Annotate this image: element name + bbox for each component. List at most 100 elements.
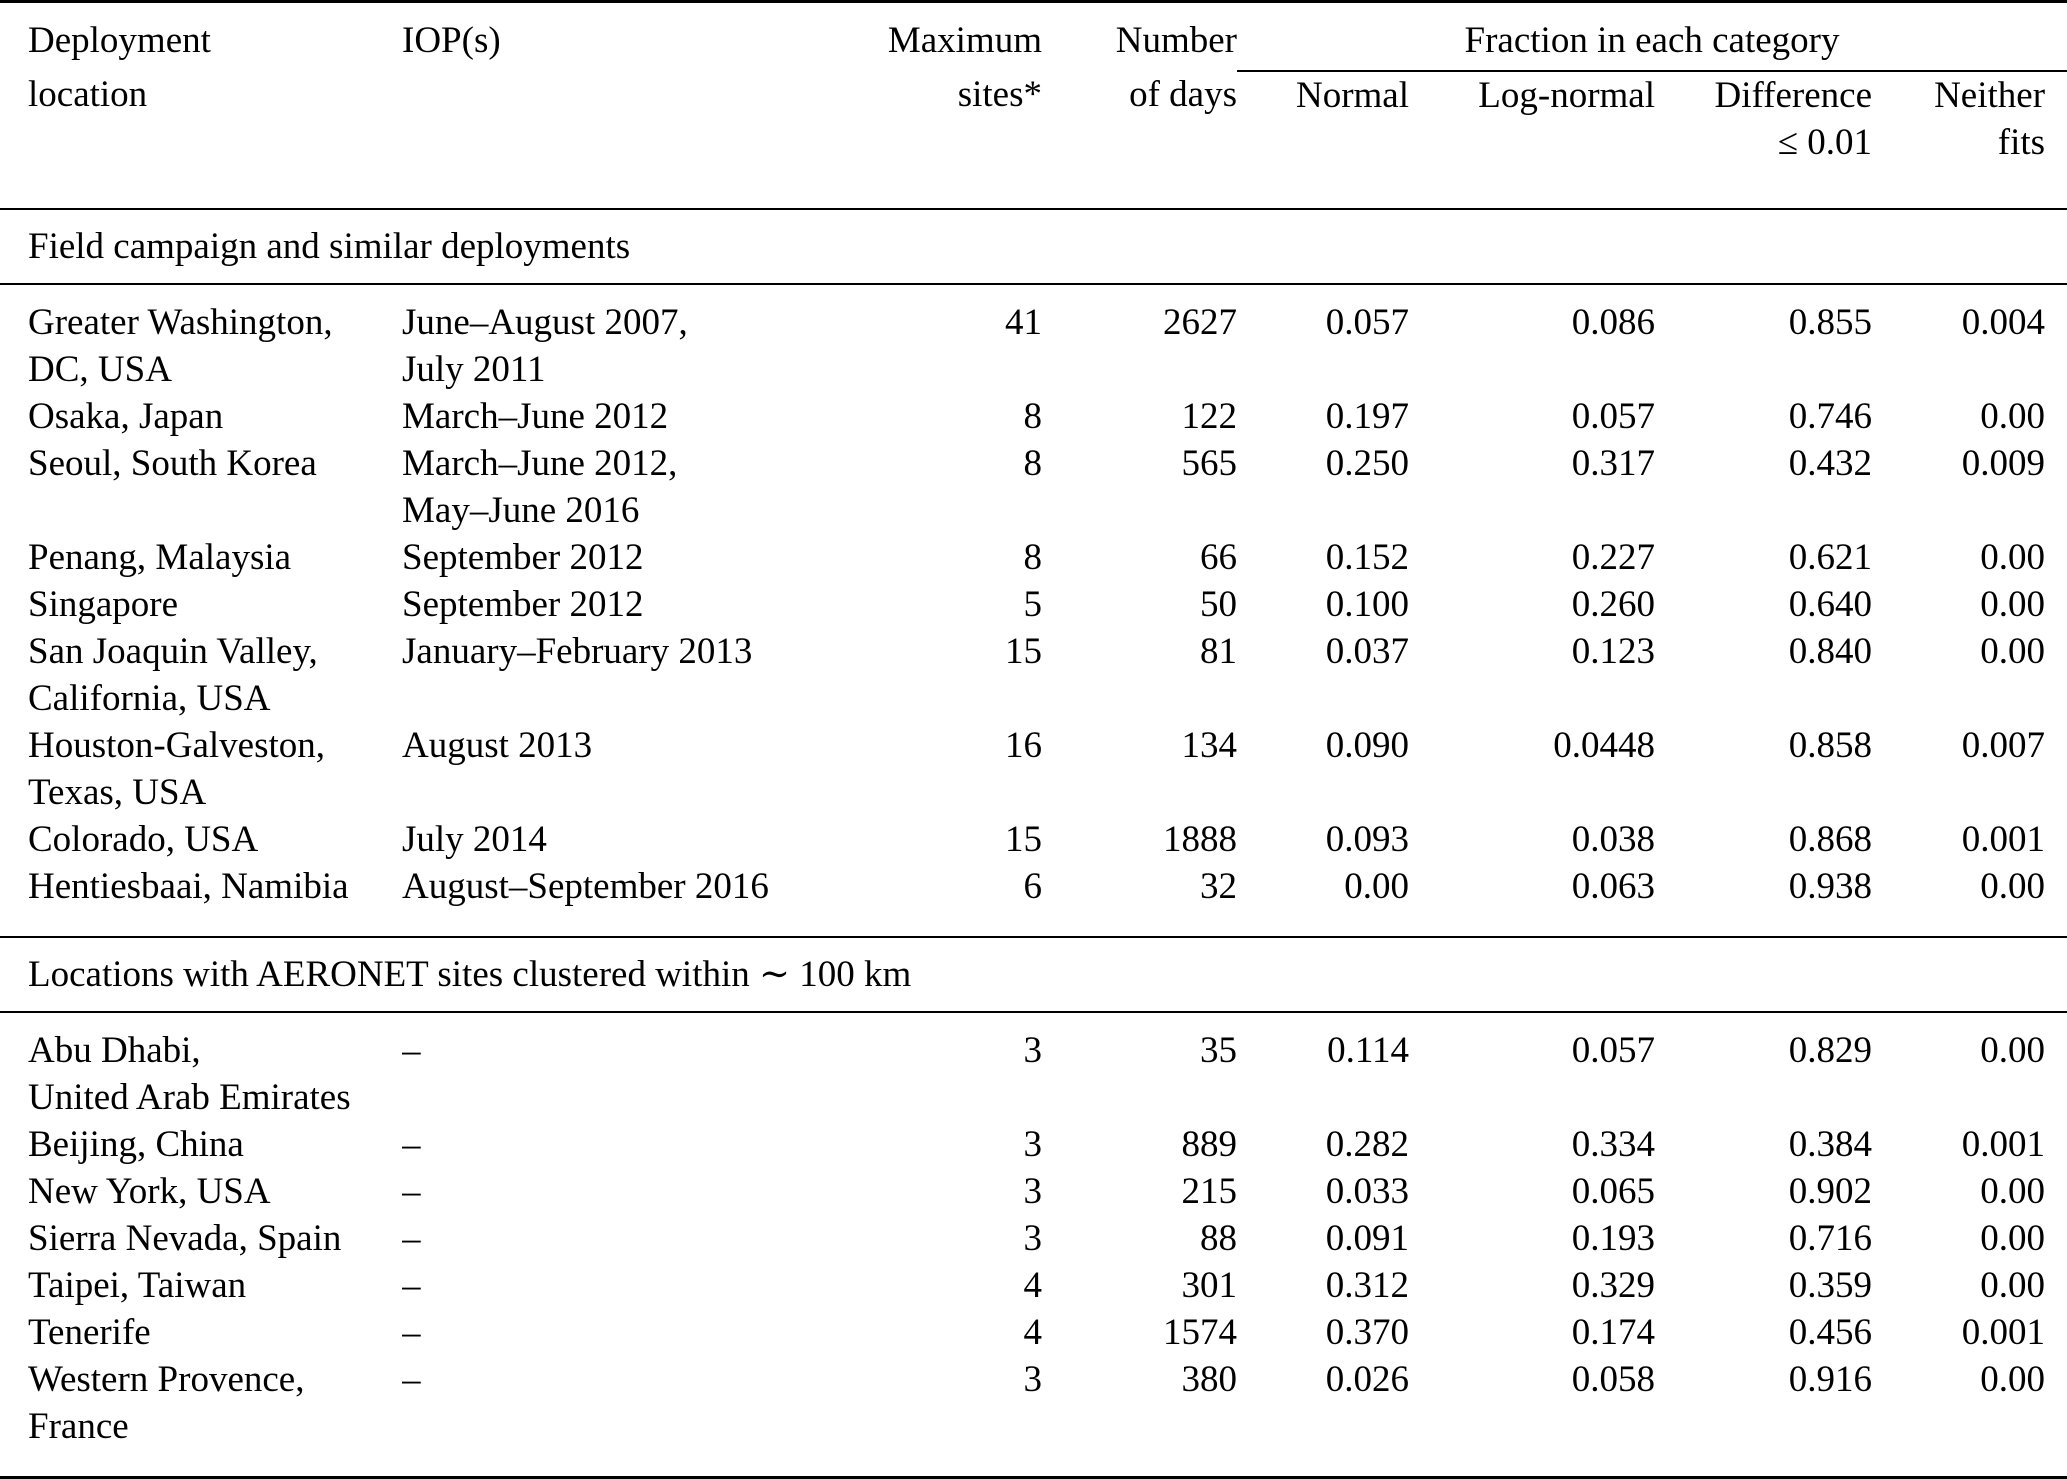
table-row: Beijing, China – 3 889 0.282 0.334 0.384… [0, 1121, 2067, 1168]
cell-fraction-log-normal: 0.329 [1571, 1265, 1655, 1306]
cell-max-sites: 4 [1023, 1265, 1043, 1306]
cell-deployment-location: San Joaquin Valley, California, USA [28, 631, 318, 719]
cell-num-days: 88 [1200, 1218, 1237, 1259]
cell-max-sites: 41 [1005, 302, 1042, 343]
cell-max-sites: 16 [1005, 725, 1042, 766]
cell-num-days: 1888 [1163, 819, 1237, 860]
cell-iop: – [402, 1030, 421, 1071]
cell-fraction-normal: 0.282 [1325, 1124, 1409, 1165]
cell-max-sites: 4 [1023, 1312, 1043, 1353]
cell-deployment-location: Tenerife [28, 1312, 151, 1353]
table-body: Field campaign and similar deployments G… [0, 208, 2067, 1478]
cell-fraction-difference: 0.384 [1788, 1124, 1872, 1165]
header-row-1: Deployment IOP(s) Maximum Number Fractio… [0, 1, 2067, 72]
table-row: Seoul, South Korea March–June 2012, May–… [0, 440, 2067, 534]
cell-iop: – [402, 1312, 421, 1353]
header-log-normal: Log-normal [1478, 75, 1655, 116]
cell-fraction-difference: 0.621 [1788, 537, 1872, 578]
cell-fraction-log-normal: 0.057 [1571, 1030, 1655, 1071]
cell-max-sites: 3 [1023, 1124, 1043, 1165]
table-row: Colorado, USA July 2014 15 1888 0.093 0.… [0, 816, 2067, 863]
table-row: Sierra Nevada, Spain – 3 88 0.091 0.193 … [0, 1215, 2067, 1262]
cell-fraction-difference: 0.359 [1788, 1265, 1872, 1306]
cell-fraction-normal: 0.093 [1325, 819, 1409, 860]
cell-fraction-normal: 0.026 [1325, 1359, 1409, 1400]
table-row: Abu Dhabi, United Arab Emirates – 3 35 0… [0, 1012, 2067, 1121]
cell-fraction-log-normal: 0.058 [1571, 1359, 1655, 1400]
cell-fraction-neither: 0.001 [1961, 819, 2046, 860]
cell-fraction-log-normal: 0.260 [1571, 584, 1655, 625]
cell-iop: – [402, 1171, 421, 1212]
cell-max-sites: 5 [1023, 584, 1043, 625]
cell-fraction-neither: 0.00 [1980, 1359, 2046, 1400]
section-title: Field campaign and similar deployments [0, 208, 2067, 285]
header-num-days: Number [1115, 20, 1237, 61]
cell-deployment-location: Sierra Nevada, Spain [28, 1218, 342, 1259]
cell-fraction-log-normal: 0.123 [1571, 631, 1655, 672]
header-difference: Difference [1714, 75, 1873, 116]
header-spacer [0, 119, 1655, 210]
cell-fraction-neither: 0.004 [1961, 302, 2046, 343]
cell-fraction-neither: 0.001 [1961, 1124, 2046, 1165]
cell-fraction-difference: 0.902 [1788, 1171, 1872, 1212]
cell-fraction-neither: 0.00 [1980, 1171, 2046, 1212]
table-row: Tenerife – 4 1574 0.370 0.174 0.456 0.00… [0, 1309, 2067, 1356]
cell-deployment-location: Greater Washington, DC, USA [28, 302, 333, 390]
cell-deployment-location: Seoul, South Korea [28, 443, 317, 484]
cell-max-sites: 8 [1023, 396, 1043, 437]
cell-fraction-log-normal: 0.065 [1571, 1171, 1655, 1212]
cell-num-days: 35 [1200, 1030, 1237, 1071]
cell-iop: – [402, 1124, 421, 1165]
cell-deployment-location: Abu Dhabi, United Arab Emirates [28, 1030, 351, 1118]
cell-iop: June–August 2007, July 2011 [402, 302, 688, 390]
cell-fraction-neither: 0.00 [1980, 1265, 2046, 1306]
cell-iop: August 2013 [402, 725, 593, 766]
cell-fraction-log-normal: 0.063 [1571, 866, 1655, 907]
cell-deployment-location: Beijing, China [28, 1124, 244, 1165]
header-row-2: location sites* of days Normal Log-norma… [0, 71, 2067, 119]
table-row: Osaka, Japan March–June 2012 8 122 0.197… [0, 393, 2067, 440]
cell-iop: – [402, 1359, 421, 1400]
header-row-3: ≤ 0.01 fits [0, 119, 2067, 210]
cell-fraction-neither: 0.00 [1980, 866, 2046, 907]
cell-fraction-neither: 0.00 [1980, 631, 2046, 672]
cell-deployment-location: Colorado, USA [28, 819, 259, 860]
header-max-sites: Maximum [887, 20, 1042, 61]
cell-fraction-difference: 0.840 [1788, 631, 1872, 672]
cell-max-sites: 3 [1023, 1030, 1043, 1071]
cell-fraction-difference: 0.456 [1788, 1312, 1872, 1353]
cell-deployment-location: Penang, Malaysia [28, 537, 292, 578]
cell-deployment-location: Taipei, Taiwan [28, 1265, 247, 1306]
cell-max-sites: 15 [1005, 819, 1042, 860]
table-row: San Joaquin Valley, California, USA Janu… [0, 628, 2067, 722]
cell-num-days: 81 [1200, 631, 1237, 672]
cell-deployment-location: Osaka, Japan [28, 396, 224, 437]
table-row: Penang, Malaysia September 2012 8 66 0.1… [0, 534, 2067, 581]
cell-fraction-normal: 0.312 [1325, 1265, 1409, 1306]
cell-fraction-difference: 0.868 [1788, 819, 1872, 860]
cell-fraction-neither: 0.00 [1980, 1218, 2046, 1259]
cell-max-sites: 8 [1023, 537, 1043, 578]
cell-iop: – [402, 1218, 421, 1259]
cell-num-days: 50 [1200, 584, 1237, 625]
cell-max-sites: 15 [1005, 631, 1042, 672]
table-row: Taipei, Taiwan – 4 301 0.312 0.329 0.359… [0, 1262, 2067, 1309]
section-title: Locations with AERONET sites clustered w… [0, 936, 2067, 1013]
cell-num-days: 565 [1181, 443, 1238, 484]
cell-fraction-log-normal: 0.038 [1571, 819, 1655, 860]
cell-fraction-normal: 0.197 [1325, 396, 1409, 437]
cell-iop: September 2012 [402, 537, 644, 578]
cell-max-sites: 8 [1023, 443, 1043, 484]
cell-fraction-neither: 0.001 [1961, 1312, 2046, 1353]
cell-fraction-difference: 0.746 [1788, 396, 1872, 437]
cell-max-sites: 6 [1023, 866, 1043, 907]
cell-fraction-normal: 0.00 [1344, 866, 1409, 907]
cell-iop: August–September 2016 [402, 866, 769, 907]
cell-num-days: 66 [1200, 537, 1237, 578]
cell-fraction-normal: 0.370 [1325, 1312, 1409, 1353]
cell-fraction-normal: 0.037 [1325, 631, 1409, 672]
cell-iop: March–June 2012 [402, 396, 669, 437]
cell-iop: July 2014 [402, 819, 547, 860]
